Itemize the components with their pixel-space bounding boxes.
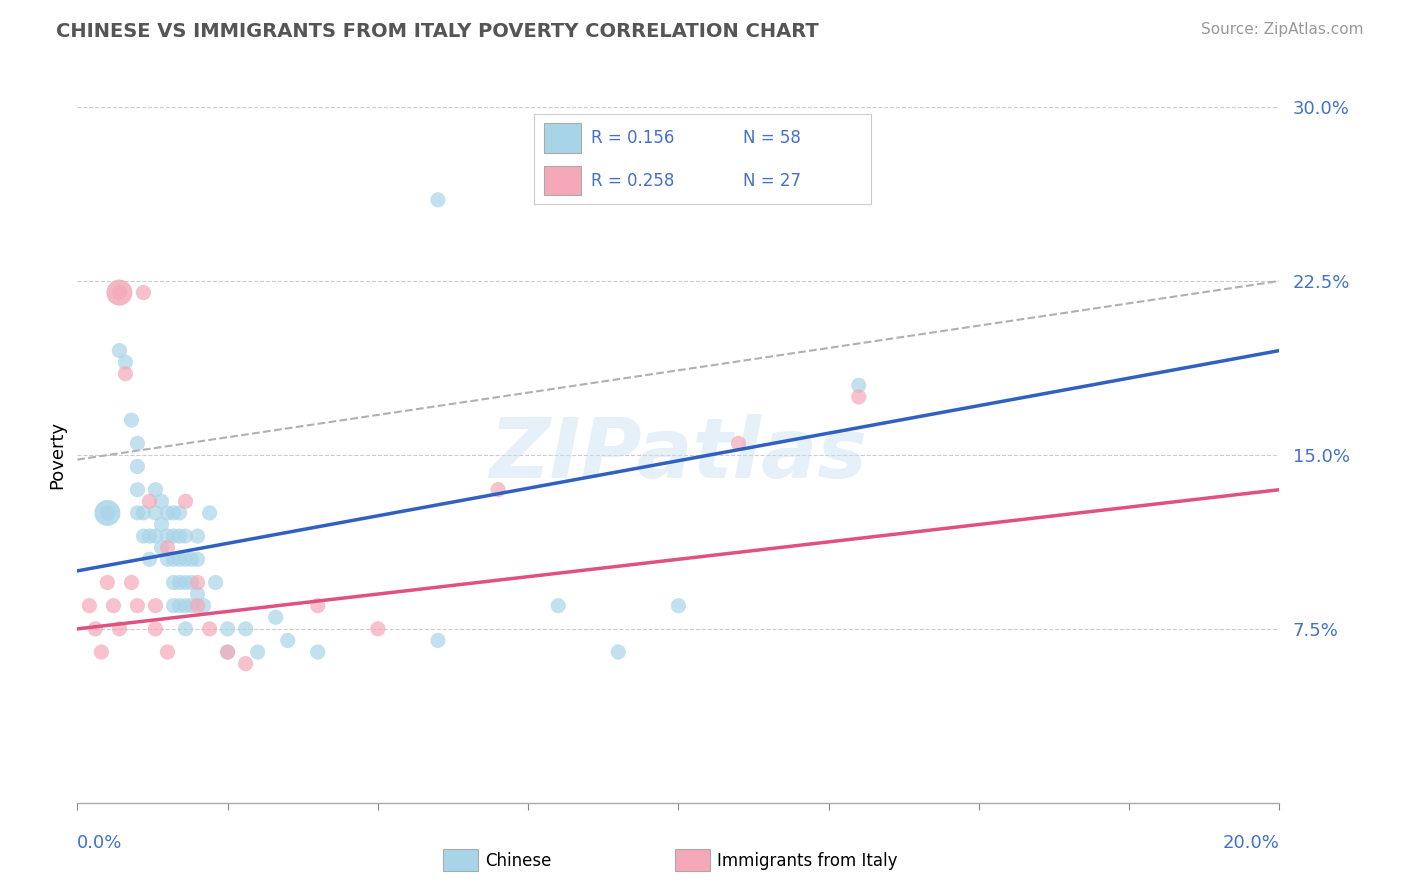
Point xyxy=(174,529,197,543)
Point xyxy=(84,622,107,636)
Point xyxy=(114,355,136,369)
Point xyxy=(156,552,179,566)
Point xyxy=(114,367,136,381)
Point xyxy=(108,622,131,636)
Point xyxy=(180,575,202,590)
Text: ZIPatlas: ZIPatlas xyxy=(489,415,868,495)
Point xyxy=(217,645,239,659)
Point xyxy=(427,193,450,207)
Text: 0.0%: 0.0% xyxy=(77,834,122,852)
Point xyxy=(367,622,389,636)
Point xyxy=(145,506,167,520)
Point xyxy=(217,622,239,636)
Point xyxy=(145,483,167,497)
Point xyxy=(848,390,870,404)
Point xyxy=(307,599,329,613)
Point xyxy=(235,657,257,671)
Point xyxy=(174,552,197,566)
Point xyxy=(727,436,749,450)
Point xyxy=(169,506,191,520)
Point xyxy=(217,645,239,659)
Point xyxy=(427,633,450,648)
Point xyxy=(162,599,184,613)
Point xyxy=(169,552,191,566)
Point xyxy=(96,506,118,520)
Point xyxy=(162,575,184,590)
Point xyxy=(235,622,257,636)
Point xyxy=(174,575,197,590)
Text: 20.0%: 20.0% xyxy=(1223,834,1279,852)
Point xyxy=(127,459,149,474)
Point xyxy=(547,599,569,613)
Point xyxy=(169,529,191,543)
Point xyxy=(193,599,215,613)
Point xyxy=(162,529,184,543)
Point xyxy=(277,633,299,648)
Point xyxy=(486,483,509,497)
Point xyxy=(138,494,160,508)
Point xyxy=(174,599,197,613)
Point xyxy=(90,645,112,659)
Point xyxy=(96,506,118,520)
Point xyxy=(169,599,191,613)
Point xyxy=(138,529,160,543)
Point xyxy=(607,645,630,659)
Point xyxy=(156,541,179,555)
Point xyxy=(204,575,226,590)
Point xyxy=(127,506,149,520)
Point xyxy=(186,599,209,613)
Point xyxy=(246,645,269,659)
Point xyxy=(108,285,131,300)
Point xyxy=(145,529,167,543)
Point xyxy=(848,378,870,392)
Point xyxy=(156,529,179,543)
Point xyxy=(79,599,101,613)
Y-axis label: Poverty: Poverty xyxy=(48,421,66,489)
Point xyxy=(132,506,155,520)
Point xyxy=(103,599,125,613)
Point xyxy=(186,575,209,590)
Point xyxy=(108,343,131,358)
Text: Chinese: Chinese xyxy=(485,852,551,870)
Point xyxy=(307,645,329,659)
Point xyxy=(127,483,149,497)
Point xyxy=(180,552,202,566)
Point xyxy=(145,622,167,636)
Point xyxy=(145,599,167,613)
Point xyxy=(156,506,179,520)
Point xyxy=(174,622,197,636)
Point xyxy=(668,599,690,613)
Point xyxy=(180,599,202,613)
Point xyxy=(132,529,155,543)
Point xyxy=(186,587,209,601)
Point xyxy=(120,413,142,427)
Point xyxy=(186,552,209,566)
Point xyxy=(162,506,184,520)
Point xyxy=(127,436,149,450)
Text: CHINESE VS IMMIGRANTS FROM ITALY POVERTY CORRELATION CHART: CHINESE VS IMMIGRANTS FROM ITALY POVERTY… xyxy=(56,22,818,41)
Point xyxy=(156,645,179,659)
Point xyxy=(174,494,197,508)
Point xyxy=(264,610,287,624)
Point xyxy=(127,599,149,613)
Point xyxy=(186,529,209,543)
Point xyxy=(150,517,173,532)
Point xyxy=(138,552,160,566)
Point xyxy=(162,552,184,566)
Point xyxy=(150,541,173,555)
Point xyxy=(120,575,142,590)
Text: Source: ZipAtlas.com: Source: ZipAtlas.com xyxy=(1201,22,1364,37)
Point xyxy=(198,622,221,636)
Point xyxy=(108,285,131,300)
Point xyxy=(198,506,221,520)
Point xyxy=(132,285,155,300)
Point xyxy=(150,494,173,508)
Point xyxy=(96,575,118,590)
Text: Immigrants from Italy: Immigrants from Italy xyxy=(717,852,897,870)
Point xyxy=(169,575,191,590)
